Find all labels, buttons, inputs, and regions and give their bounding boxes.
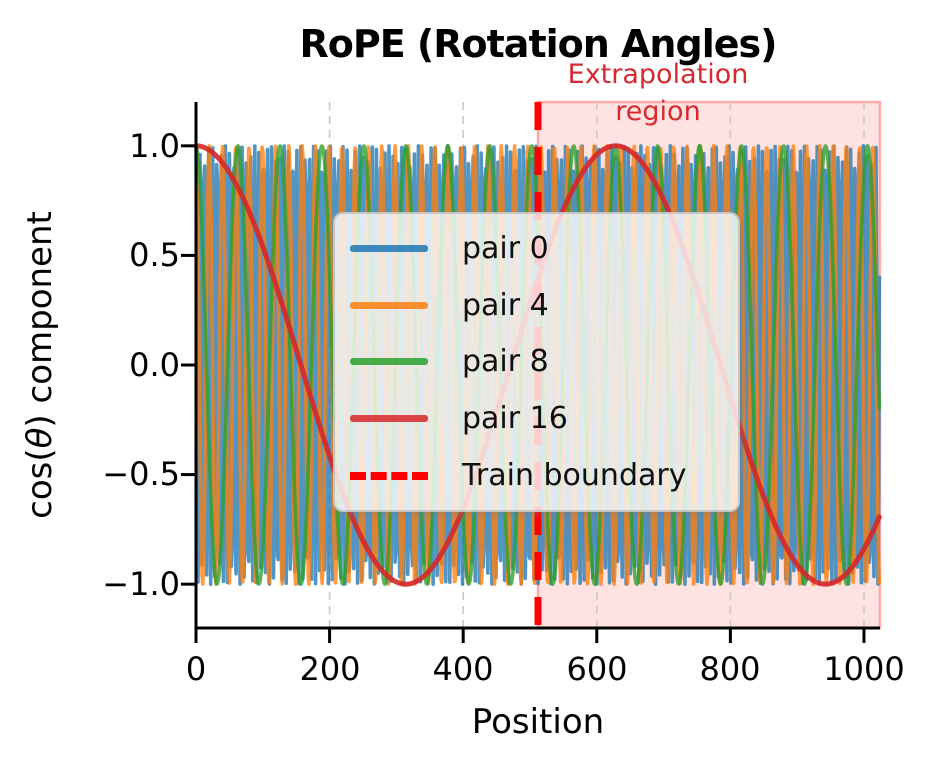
y-axis-label-suffix: ) component: [20, 211, 60, 428]
y-tick-label-05: 0.5: [129, 236, 180, 274]
legend-entry-pair-0: pair 0: [335, 231, 738, 266]
x-tick-label-800: 800: [699, 650, 761, 688]
extrapolation-region-label: Extrapolation region: [567, 59, 749, 127]
x-tick-label-0: 0: [185, 650, 207, 688]
x-tick-label-1000: 1000: [823, 650, 905, 688]
x-tick-label-400: 400: [432, 650, 494, 688]
legend-entry-pair-16: pair 16: [335, 401, 738, 436]
pair-16-line-swatch: [350, 415, 428, 423]
legend-label-pair-16: pair 16: [462, 401, 568, 437]
legend-label-train-boundary: Train boundary: [462, 458, 687, 494]
y-tick-label-neg1: −1.0: [102, 565, 180, 603]
x-tick-label-200: 200: [299, 650, 361, 688]
x-tick-label-600: 600: [566, 650, 628, 688]
train-boundary-dashed-swatch: [350, 471, 428, 480]
y-tick-label-neg05: −0.5: [102, 455, 180, 493]
pair-4-line-swatch: [350, 301, 428, 309]
legend-entry-train-boundary: Train boundary: [335, 458, 738, 493]
legend-entry-pair-4: pair 4: [335, 288, 738, 323]
y-axis-label: cos(θ) component: [20, 211, 60, 519]
pair-8-line-swatch: [350, 358, 428, 366]
y-axis-label-theta: θ: [20, 427, 60, 449]
legend-label-pair-0: pair 0: [462, 230, 549, 266]
y-tick-label-0: 0.0: [129, 346, 180, 384]
legend-entry-pair-8: pair 8: [335, 344, 738, 379]
chart-title: RoPE (Rotation Angles): [299, 22, 778, 66]
x-axis-label: Position: [471, 702, 605, 742]
legend-label-pair-8: pair 8: [462, 344, 549, 380]
legend-label-pair-4: pair 4: [462, 287, 549, 323]
pair-0-line-swatch: [350, 244, 428, 252]
y-tick-label-1: 1.0: [129, 127, 180, 165]
legend-box: pair 0 pair 4 pair 8 pair 16 Train bound…: [333, 212, 740, 512]
y-axis-label-prefix: cos(: [20, 448, 60, 519]
